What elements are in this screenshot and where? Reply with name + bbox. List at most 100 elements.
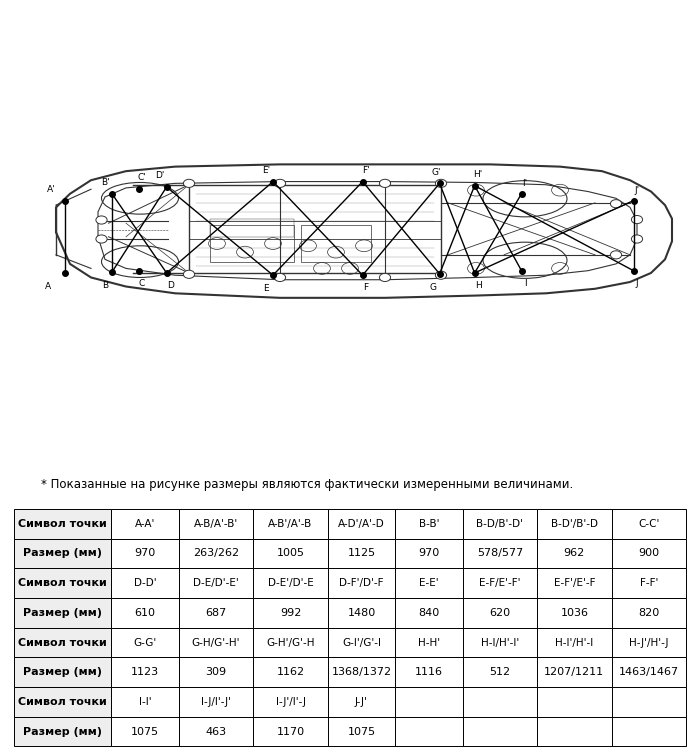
Bar [328, 509, 396, 538]
Bar [14, 509, 111, 538]
Ellipse shape [435, 271, 447, 279]
Bar [463, 598, 537, 627]
Text: 1170: 1170 [276, 727, 304, 737]
Bar [612, 627, 686, 657]
Text: B-D/B'-D': B-D/B'-D' [477, 519, 524, 529]
Bar [179, 627, 253, 657]
Text: 1116: 1116 [415, 667, 443, 677]
Text: Символ точки: Символ точки [18, 519, 107, 529]
Ellipse shape [631, 216, 643, 224]
Text: A: A [45, 282, 50, 291]
Bar [111, 538, 179, 569]
Text: H': H' [473, 170, 483, 179]
Text: H-I'/H'-I: H-I'/H'-I [555, 638, 594, 648]
Bar [111, 598, 179, 627]
Bar [253, 717, 328, 746]
Bar [612, 687, 686, 717]
Bar [179, 569, 253, 598]
Bar [463, 569, 537, 598]
Bar [253, 657, 328, 687]
Text: D': D' [155, 171, 164, 180]
Text: I': I' [522, 179, 528, 188]
Ellipse shape [379, 179, 391, 188]
Bar [395, 657, 463, 687]
Bar [612, 717, 686, 746]
Bar [537, 569, 612, 598]
Text: J-J': J-J' [355, 697, 368, 707]
Text: 1162: 1162 [276, 667, 304, 677]
Text: B': B' [101, 178, 109, 187]
Bar [395, 687, 463, 717]
Bar [328, 569, 396, 598]
Text: Символ точки: Символ точки [18, 697, 107, 707]
Bar [210, 219, 294, 237]
Text: Символ точки: Символ точки [18, 638, 107, 648]
Text: 610: 610 [134, 608, 155, 618]
Bar [111, 687, 179, 717]
Ellipse shape [96, 216, 107, 224]
Ellipse shape [274, 274, 286, 281]
Bar [111, 717, 179, 746]
Text: F: F [363, 284, 369, 293]
Text: D-D': D-D' [134, 578, 156, 588]
Bar [111, 509, 179, 538]
Ellipse shape [610, 251, 622, 259]
Text: B-D'/B'-D: B-D'/B'-D [551, 519, 598, 529]
Bar [463, 538, 537, 569]
Bar [301, 225, 371, 262]
Text: 820: 820 [638, 608, 659, 618]
Bar [395, 509, 463, 538]
Text: B: B [102, 281, 108, 290]
Bar [612, 538, 686, 569]
Text: 962: 962 [564, 548, 585, 559]
Text: Размер (мм): Размер (мм) [23, 727, 102, 737]
Text: 620: 620 [489, 608, 510, 618]
Text: 840: 840 [419, 608, 440, 618]
Text: 687: 687 [206, 608, 227, 618]
Text: G': G' [431, 167, 441, 176]
Ellipse shape [610, 200, 622, 208]
Bar [111, 657, 179, 687]
Bar [328, 538, 396, 569]
Text: E: E [263, 284, 269, 293]
Text: 1075: 1075 [347, 727, 375, 737]
Bar [210, 225, 294, 262]
Text: G-H'/G'-H: G-H'/G'-H [266, 638, 315, 648]
Text: 578/577: 578/577 [477, 548, 523, 559]
Text: 1463/1467: 1463/1467 [619, 667, 679, 677]
Bar [328, 717, 396, 746]
Bar [537, 598, 612, 627]
Text: 1480: 1480 [347, 608, 376, 618]
Bar [537, 687, 612, 717]
Text: B-B': B-B' [419, 519, 439, 529]
Text: 463: 463 [206, 727, 227, 737]
Text: A': A' [47, 185, 55, 194]
Text: E-E': E-E' [419, 578, 439, 588]
Text: * Показанные на рисунке размеры являются фактически измеренными величинами.: * Показанные на рисунке размеры являются… [41, 478, 573, 492]
Bar [253, 598, 328, 627]
Text: 263/262: 263/262 [193, 548, 239, 559]
Text: H-I/H'-I': H-I/H'-I' [481, 638, 519, 648]
Bar [328, 687, 396, 717]
Bar [328, 598, 396, 627]
Bar [14, 569, 111, 598]
Text: 1125: 1125 [347, 548, 375, 559]
Bar [14, 657, 111, 687]
Bar [463, 717, 537, 746]
Bar [253, 538, 328, 569]
Bar [463, 687, 537, 717]
Ellipse shape [631, 235, 643, 243]
Text: I-J/I'-J': I-J/I'-J' [201, 697, 231, 707]
Text: 309: 309 [206, 667, 227, 677]
Bar [111, 569, 179, 598]
Text: G-G': G-G' [134, 638, 157, 648]
Text: A-A': A-A' [135, 519, 155, 529]
Text: 1005: 1005 [276, 548, 304, 559]
Text: D-F'/D'-F: D-F'/D'-F [340, 578, 384, 588]
Text: Размер (мм): Размер (мм) [23, 608, 102, 618]
Bar [395, 717, 463, 746]
Text: E': E' [262, 166, 270, 175]
Bar [395, 569, 463, 598]
Bar [14, 598, 111, 627]
Text: F-F': F-F' [640, 578, 658, 588]
